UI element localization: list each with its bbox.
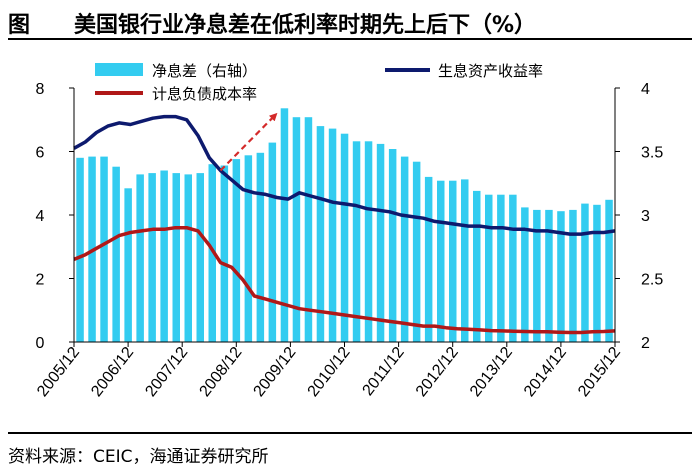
nim-bar <box>593 204 601 342</box>
nim-bar <box>497 194 505 342</box>
x-tick-label: 2013/12 <box>467 344 516 400</box>
nim-bar <box>304 117 313 342</box>
nim-bar <box>521 207 529 342</box>
x-tick-label: 2014/12 <box>521 344 570 400</box>
nim-bar <box>364 141 373 342</box>
left-tick-label: 4 <box>36 208 45 225</box>
nim-bar <box>400 156 409 342</box>
nim-bar <box>256 152 265 342</box>
left-tick-label: 8 <box>36 81 45 98</box>
nim-bar <box>352 141 361 342</box>
legend-label-nim: 净息差（右轴） <box>152 62 257 80</box>
source-bar: 资料来源：CEIC，海通证券研究所 <box>8 432 692 467</box>
nim-bar <box>172 173 180 342</box>
nim-bar <box>280 108 289 342</box>
chart-title: 美国银行业净息差在低利率时期先上后下（%） <box>74 13 537 38</box>
right-tick-label: 3.5 <box>641 145 663 162</box>
nim-bar <box>208 164 216 342</box>
nim-bar <box>184 174 192 342</box>
x-tick-label: 2006/12 <box>88 344 137 400</box>
right-tick-label: 3 <box>641 208 650 225</box>
x-tick-label: 2009/12 <box>251 344 300 400</box>
left-tick-label: 2 <box>36 272 45 289</box>
nim-bar <box>533 209 541 342</box>
nim-bar <box>220 165 229 342</box>
nim-bar <box>473 190 481 342</box>
nim-bar <box>100 156 108 342</box>
nim-bar <box>388 149 397 342</box>
x-tick-label: 2008/12 <box>196 344 245 400</box>
nim-bar <box>244 155 253 342</box>
nim-bar <box>112 166 120 342</box>
nim-bar <box>124 188 132 342</box>
nim-bar <box>268 142 277 342</box>
nim-bar <box>292 117 301 342</box>
nim-bar <box>316 126 325 342</box>
cost-line <box>73 225 616 335</box>
nim-bar <box>437 180 445 342</box>
left-tick-label: 0 <box>36 335 45 352</box>
right-tick-label: 2 <box>641 335 650 352</box>
nim-bar <box>605 199 613 342</box>
nim-bar <box>461 179 469 342</box>
right-tick-label: 4 <box>641 81 650 98</box>
lines-layer <box>73 112 616 335</box>
nim-bar <box>581 203 589 342</box>
nim-bar <box>148 173 156 342</box>
nim-bar <box>340 133 349 342</box>
source-note: 资料来源：CEIC，海通证券研究所 <box>8 447 269 467</box>
figure-title-bar: 图 美国银行业净息差在低利率时期先上后下（%） <box>8 4 692 40</box>
x-tick-label: 2011/12 <box>359 344 407 399</box>
figure-label: 图 <box>8 13 31 38</box>
x-tick-label: 2015/12 <box>575 344 624 400</box>
bars-layer <box>76 108 613 342</box>
nim-bar <box>557 211 565 342</box>
nim-bar <box>160 170 168 342</box>
x-tick-label: 2005/12 <box>34 344 83 400</box>
trend-arrow <box>219 112 278 172</box>
nim-bar <box>196 173 204 342</box>
nim-bar <box>449 180 457 342</box>
nim-bar <box>376 143 385 342</box>
nim-bar <box>232 159 241 342</box>
nim-bar <box>76 157 84 342</box>
yield-line <box>73 114 616 236</box>
right-tick-label: 2.5 <box>641 272 663 289</box>
x-tick-label: 2010/12 <box>305 344 354 400</box>
nim-bar <box>509 194 517 342</box>
legend-swatch-nim <box>95 63 143 76</box>
nim-bar <box>485 194 493 342</box>
nim-bar <box>328 128 337 342</box>
x-tick-label: 2007/12 <box>142 344 191 400</box>
legend-label-yield: 生息资产收益率 <box>438 62 543 80</box>
x-tick-label: 2012/12 <box>413 344 462 400</box>
nim-bar <box>412 161 421 342</box>
left-tick-label: 6 <box>36 145 45 162</box>
nim-bar <box>569 209 577 342</box>
nim-bar <box>424 176 433 342</box>
nim-bar <box>545 209 553 342</box>
nim-bar <box>136 174 144 342</box>
legend-label-cost: 计息负债成本率 <box>152 85 257 103</box>
